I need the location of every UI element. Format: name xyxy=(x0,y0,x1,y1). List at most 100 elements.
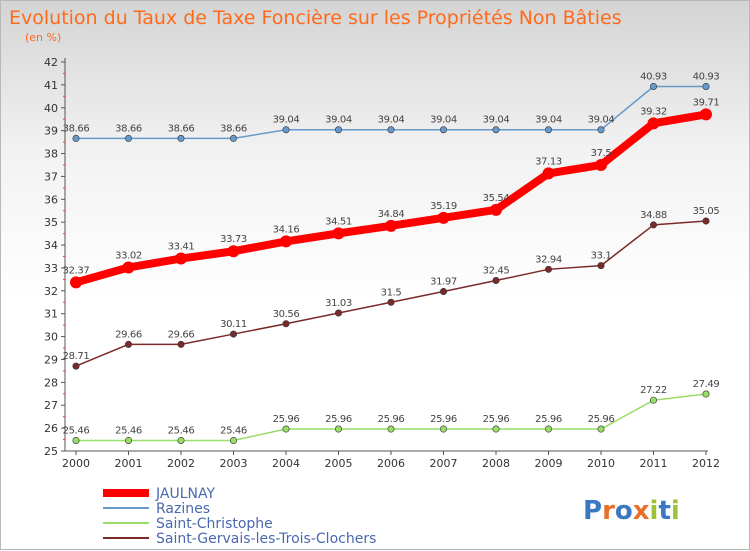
data-point-saint-christophe xyxy=(702,390,710,398)
data-label-saint-christophe: 25.96 xyxy=(273,414,300,425)
data-label-saint-christophe: 25.46 xyxy=(220,425,247,436)
data-point-razines xyxy=(230,134,238,142)
logo-letter: x xyxy=(633,496,650,526)
y-tick-label: 40 xyxy=(44,102,58,115)
data-label-saint-christophe: 27.49 xyxy=(693,379,720,390)
logo-text: Proxiti xyxy=(583,496,680,526)
data-point-saint-christophe xyxy=(544,425,552,433)
data-point-razines xyxy=(702,82,710,90)
data-point-razines xyxy=(72,134,80,142)
y-tick-label: 27 xyxy=(44,399,58,412)
data-label-saint-christophe: 25.96 xyxy=(535,414,562,425)
data-point-saint-gervais-les-trois-clochers xyxy=(177,340,185,348)
data-point-saint-christophe xyxy=(177,436,185,444)
data-point-razines xyxy=(492,126,500,134)
data-label-saint-christophe: 25.96 xyxy=(483,414,510,425)
data-label-jaulnay: 39.71 xyxy=(693,97,720,108)
data-point-saint-gervais-les-trois-clochers xyxy=(702,217,710,225)
data-label-saint-gervais-les-trois-clochers: 35.05 xyxy=(693,206,720,217)
legend-label-saint-christophe: Saint-Christophe xyxy=(156,516,273,532)
data-label-saint-christophe: 25.96 xyxy=(325,414,352,425)
data-label-saint-gervais-les-trois-clochers: 30.11 xyxy=(220,319,247,330)
y-tick-label: 39 xyxy=(44,125,58,138)
data-point-saint-gervais-les-trois-clochers xyxy=(492,277,500,285)
data-label-jaulnay: 34.51 xyxy=(325,216,352,227)
data-label-jaulnay: 37.13 xyxy=(535,156,562,167)
x-tick-label: 2011 xyxy=(640,457,668,470)
data-label-razines: 38.66 xyxy=(63,123,90,134)
data-point-razines xyxy=(282,126,290,134)
data-point-jaulnay xyxy=(385,219,397,232)
y-tick-label: 26 xyxy=(44,422,58,435)
data-point-saint-christophe xyxy=(492,425,500,433)
data-point-saint-gervais-les-trois-clochers xyxy=(649,221,657,229)
data-label-saint-christophe: 25.96 xyxy=(430,414,457,425)
data-label-saint-christophe: 25.96 xyxy=(588,414,615,425)
data-point-saint-gervais-les-trois-clochers xyxy=(230,330,238,338)
data-label-jaulnay: 35.19 xyxy=(430,201,457,212)
data-point-saint-gervais-les-trois-clochers xyxy=(72,362,80,370)
data-point-saint-gervais-les-trois-clochers xyxy=(439,288,447,296)
data-point-saint-christophe xyxy=(72,436,80,444)
data-point-saint-gervais-les-trois-clochers xyxy=(544,265,552,273)
data-label-saint-gervais-les-trois-clochers: 31.03 xyxy=(325,298,352,309)
data-point-jaulnay xyxy=(647,117,660,130)
data-label-razines: 38.66 xyxy=(168,123,195,134)
data-point-saint-christophe xyxy=(439,425,447,433)
legend-label-razines: Razines xyxy=(156,501,210,517)
legend-label-jaulnay: JAULNAY xyxy=(155,486,215,502)
logo-letter: o xyxy=(615,496,633,526)
data-point-jaulnay xyxy=(595,158,607,171)
x-tick-label: 2004 xyxy=(272,457,300,470)
y-tick-label: 37 xyxy=(44,170,58,183)
proxiti-logo: Proxiti xyxy=(583,496,680,526)
chart-title: Evolution du Taux de Taxe Foncière sur l… xyxy=(9,7,622,29)
data-label-razines: 40.93 xyxy=(640,71,667,82)
data-label-razines: 39.04 xyxy=(378,115,405,126)
data-label-jaulnay: 34.84 xyxy=(378,209,405,220)
data-point-saint-christophe xyxy=(387,425,395,433)
data-label-jaulnay: 37.5 xyxy=(591,148,612,159)
data-label-jaulnay: 39.32 xyxy=(640,106,667,117)
data-label-razines: 38.66 xyxy=(115,123,142,134)
data-point-razines xyxy=(334,126,342,134)
x-tick-label: 2007 xyxy=(430,457,458,470)
data-point-jaulnay xyxy=(700,108,712,121)
data-label-saint-gervais-les-trois-clochers: 30.56 xyxy=(273,309,300,320)
logo-letter: i xyxy=(650,496,659,526)
data-point-razines xyxy=(125,134,133,142)
x-tick-label: 2010 xyxy=(587,457,615,470)
y-tick-label: 38 xyxy=(44,148,58,161)
data-labels-layer: 38.66 38.66 38.66 38.66 39.04 39.04 39.04 39.04… xyxy=(63,71,720,436)
data-point-jaulnay xyxy=(122,261,135,274)
data-point-saint-gervais-les-trois-clochers xyxy=(387,298,395,306)
x-tick-label: 2000 xyxy=(62,457,90,470)
chart-axes: 25 26 27 28 29 30 31 32 33 34 35 36 37 38 39 40 41 42 2000… xyxy=(44,56,720,470)
data-point-jaulnay xyxy=(175,252,187,265)
x-tick-label: 2001 xyxy=(115,457,143,470)
data-label-saint-christophe: 25.96 xyxy=(378,414,405,425)
data-point-razines xyxy=(177,134,185,142)
data-label-saint-christophe: 25.46 xyxy=(168,425,195,436)
data-label-razines: 39.04 xyxy=(483,115,510,126)
y-tick-label: 34 xyxy=(44,239,58,252)
data-point-razines xyxy=(387,126,395,134)
data-label-jaulnay: 33.73 xyxy=(220,234,247,245)
data-point-saint-christophe xyxy=(125,436,133,444)
data-label-razines: 38.66 xyxy=(220,123,247,134)
data-label-razines: 39.04 xyxy=(430,115,457,126)
data-point-jaulnay xyxy=(280,235,292,248)
y-tick-label: 35 xyxy=(44,216,58,229)
data-point-jaulnay xyxy=(227,245,240,258)
data-point-jaulnay xyxy=(70,276,82,289)
data-label-saint-gervais-les-trois-clochers: 29.66 xyxy=(168,329,195,340)
data-label-razines: 39.04 xyxy=(273,115,300,126)
data-point-saint-christophe xyxy=(597,425,605,433)
data-label-saint-gervais-les-trois-clochers: 28.71 xyxy=(63,351,90,362)
x-tick-label: 2008 xyxy=(482,457,510,470)
data-label-razines: 39.04 xyxy=(325,115,352,126)
data-label-jaulnay: 35.54 xyxy=(483,193,510,204)
data-label-saint-christophe: 25.46 xyxy=(115,425,142,436)
data-label-saint-gervais-les-trois-clochers: 32.94 xyxy=(535,254,562,265)
